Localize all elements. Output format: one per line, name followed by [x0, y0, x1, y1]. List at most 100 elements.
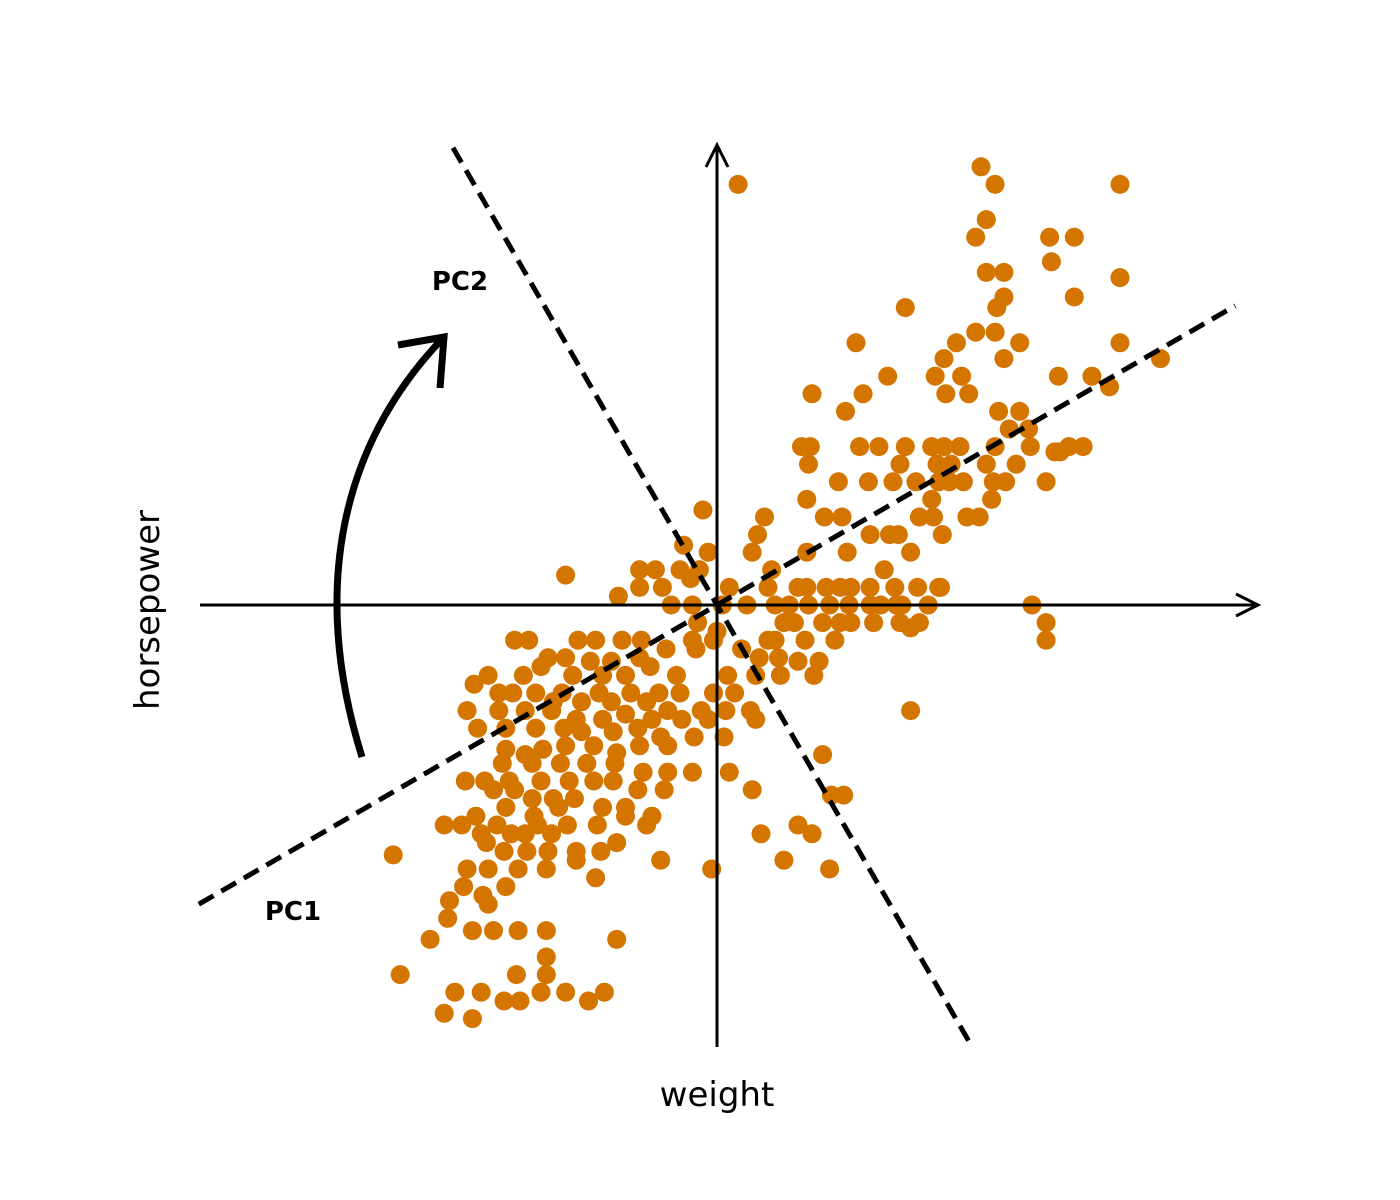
data-point	[420, 929, 440, 949]
data-point	[976, 262, 996, 282]
data-point	[531, 771, 551, 791]
data-point	[922, 489, 942, 509]
data-point	[788, 815, 808, 835]
data-point	[1006, 454, 1026, 474]
data-point	[684, 727, 704, 747]
data-point	[464, 674, 484, 694]
data-point	[563, 665, 583, 685]
data-point	[496, 797, 516, 817]
data-point	[994, 349, 1014, 369]
data-point	[566, 850, 586, 870]
data-point	[468, 718, 488, 738]
data-point	[802, 384, 822, 404]
data-point	[758, 577, 778, 597]
data-point	[850, 437, 870, 457]
data-point	[1064, 287, 1084, 307]
data-point	[522, 789, 542, 809]
data-point	[440, 891, 459, 911]
data-point	[742, 542, 762, 562]
data-point	[651, 850, 671, 870]
data-point	[837, 542, 857, 562]
data-point	[841, 577, 861, 597]
data-point	[658, 736, 678, 756]
data-point	[654, 780, 674, 800]
data-point	[693, 500, 713, 520]
data-point	[454, 877, 474, 897]
data-point	[637, 815, 657, 835]
data-point	[621, 683, 641, 703]
data-point	[804, 665, 824, 685]
data-point	[455, 771, 475, 791]
data-point	[820, 859, 840, 879]
data-point	[799, 454, 818, 474]
data-point	[841, 613, 861, 633]
data-point	[795, 630, 815, 650]
data-point	[492, 753, 512, 773]
data-point	[513, 665, 533, 685]
data-point	[656, 639, 676, 659]
data-point	[1110, 174, 1130, 194]
data-point	[769, 648, 789, 668]
data-point	[508, 859, 528, 879]
data-point	[936, 384, 956, 404]
data-point	[434, 815, 454, 835]
data-point	[749, 648, 769, 668]
data-point	[549, 797, 569, 817]
data-point	[508, 921, 528, 941]
data-point	[478, 894, 498, 914]
data-point	[616, 806, 635, 826]
data-point	[924, 507, 943, 527]
data-point	[828, 472, 848, 492]
data-point	[698, 542, 718, 562]
data-point	[608, 586, 628, 606]
data-point	[797, 489, 817, 509]
data-point	[505, 780, 525, 800]
data-point	[755, 507, 774, 527]
data-point	[800, 437, 820, 457]
data-point	[462, 921, 482, 941]
data-point	[909, 507, 929, 527]
data-point	[985, 322, 1005, 342]
data-point	[501, 824, 521, 844]
data-point	[716, 701, 736, 721]
data-point	[932, 525, 952, 545]
data-point	[725, 683, 745, 703]
data-point	[536, 921, 556, 941]
data-point	[1073, 437, 1093, 457]
y-axis-arrowhead	[704, 141, 730, 168]
data-point	[908, 577, 928, 597]
data-point	[890, 454, 910, 474]
data-point	[688, 613, 708, 633]
data-point	[612, 630, 632, 650]
data-point	[901, 542, 921, 562]
data-point	[652, 577, 672, 597]
data-point	[704, 683, 723, 703]
pc2-label: PC2	[432, 267, 488, 297]
data-point	[628, 718, 648, 738]
data-point	[929, 577, 949, 597]
data-point	[616, 665, 635, 685]
data-point	[515, 701, 535, 721]
data-point	[466, 806, 486, 826]
data-point	[667, 665, 686, 685]
data-point	[496, 877, 516, 897]
data-point	[1041, 252, 1061, 272]
data-point	[642, 709, 662, 729]
data-point	[969, 507, 989, 527]
data-point	[438, 908, 458, 928]
data-point	[1020, 437, 1040, 457]
data-point	[579, 991, 598, 1011]
data-point	[607, 929, 627, 949]
data-point	[640, 657, 660, 677]
data-point	[864, 613, 884, 633]
data-point	[952, 366, 972, 386]
data-point	[658, 762, 678, 782]
data-point	[645, 560, 665, 580]
data-point	[802, 824, 822, 844]
data-point	[503, 683, 523, 703]
data-point	[489, 683, 509, 703]
data-point	[985, 174, 1005, 194]
data-point	[784, 613, 804, 633]
data-point	[742, 780, 762, 800]
data-point	[813, 613, 833, 633]
